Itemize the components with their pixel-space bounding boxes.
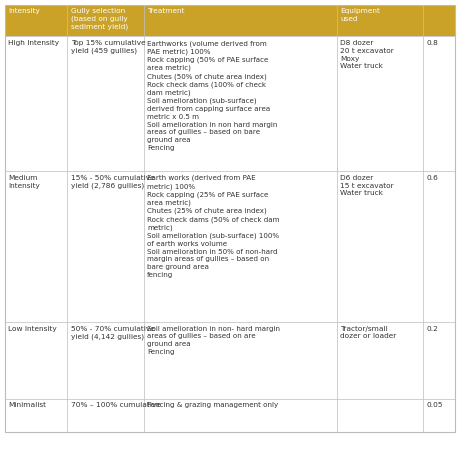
Text: Fencing & grazing management only: Fencing & grazing management only	[147, 402, 279, 409]
Text: D6 dozer
15 t excavator
Water truck: D6 dozer 15 t excavator Water truck	[340, 175, 394, 196]
Bar	[423, 322, 456, 399]
Bar	[5, 5, 67, 36]
Text: 15% - 50% cumulative
yield (2,786 gullies): 15% - 50% cumulative yield (2,786 gullie…	[71, 175, 155, 189]
Bar	[67, 5, 144, 36]
Text: Low Intensity: Low Intensity	[8, 326, 57, 332]
Text: Gully selection
(based on gully
sediment yield): Gully selection (based on gully sediment…	[71, 8, 128, 30]
Text: Soil amelioration in non- hard margin
areas of gullies – based on are
ground are: Soil amelioration in non- hard margin ar…	[147, 326, 280, 355]
Bar	[144, 171, 337, 322]
Text: High Intensity: High Intensity	[8, 40, 59, 46]
Text: D8 dozer
20 t excavator
Moxy
Water truck: D8 dozer 20 t excavator Moxy Water truck	[340, 40, 394, 69]
Text: Intensity: Intensity	[8, 8, 40, 14]
Bar	[337, 399, 423, 432]
Bar	[67, 36, 144, 171]
Text: 0.8: 0.8	[426, 40, 438, 46]
Bar	[144, 5, 337, 36]
Bar	[5, 322, 67, 399]
Text: 70% – 100% cumulative: 70% – 100% cumulative	[71, 402, 161, 409]
Bar	[337, 5, 423, 36]
Text: 0.05: 0.05	[426, 402, 443, 409]
Bar	[337, 322, 423, 399]
Text: 0.2: 0.2	[426, 326, 438, 332]
Text: Treatment: Treatment	[147, 8, 185, 14]
Bar	[337, 171, 423, 322]
Text: 0.6: 0.6	[426, 175, 438, 181]
Text: 50% - 70% cumulative
yield (4,142 gullies): 50% - 70% cumulative yield (4,142 gullie…	[71, 326, 155, 340]
Bar	[423, 399, 456, 432]
Bar	[5, 36, 67, 171]
Bar	[144, 36, 337, 171]
Bar	[144, 399, 337, 432]
Bar	[337, 36, 423, 171]
Bar	[5, 399, 67, 432]
Bar	[67, 171, 144, 322]
Text: Earth works (derived from PAE
metric) 100%
Rock capping (25% of PAE surface
area: Earth works (derived from PAE metric) 10…	[147, 175, 280, 278]
Bar	[5, 171, 67, 322]
Bar	[423, 5, 456, 36]
Text: Medium
Intensity: Medium Intensity	[8, 175, 40, 189]
Bar	[423, 36, 456, 171]
Text: Earthworks (volume derived from
PAE metric) 100%
Rock capping (50% of PAE surfac: Earthworks (volume derived from PAE metr…	[147, 40, 278, 151]
Bar	[67, 322, 144, 399]
Text: Tractor/small
dozer or loader: Tractor/small dozer or loader	[340, 326, 396, 339]
Text: Minimalist: Minimalist	[8, 402, 46, 409]
Text: Equipment
used: Equipment used	[340, 8, 380, 22]
Bar	[144, 322, 337, 399]
Bar	[423, 171, 456, 322]
Text: Top 15% cumulative
yield (459 gullies): Top 15% cumulative yield (459 gullies)	[71, 40, 146, 55]
Bar	[67, 399, 144, 432]
